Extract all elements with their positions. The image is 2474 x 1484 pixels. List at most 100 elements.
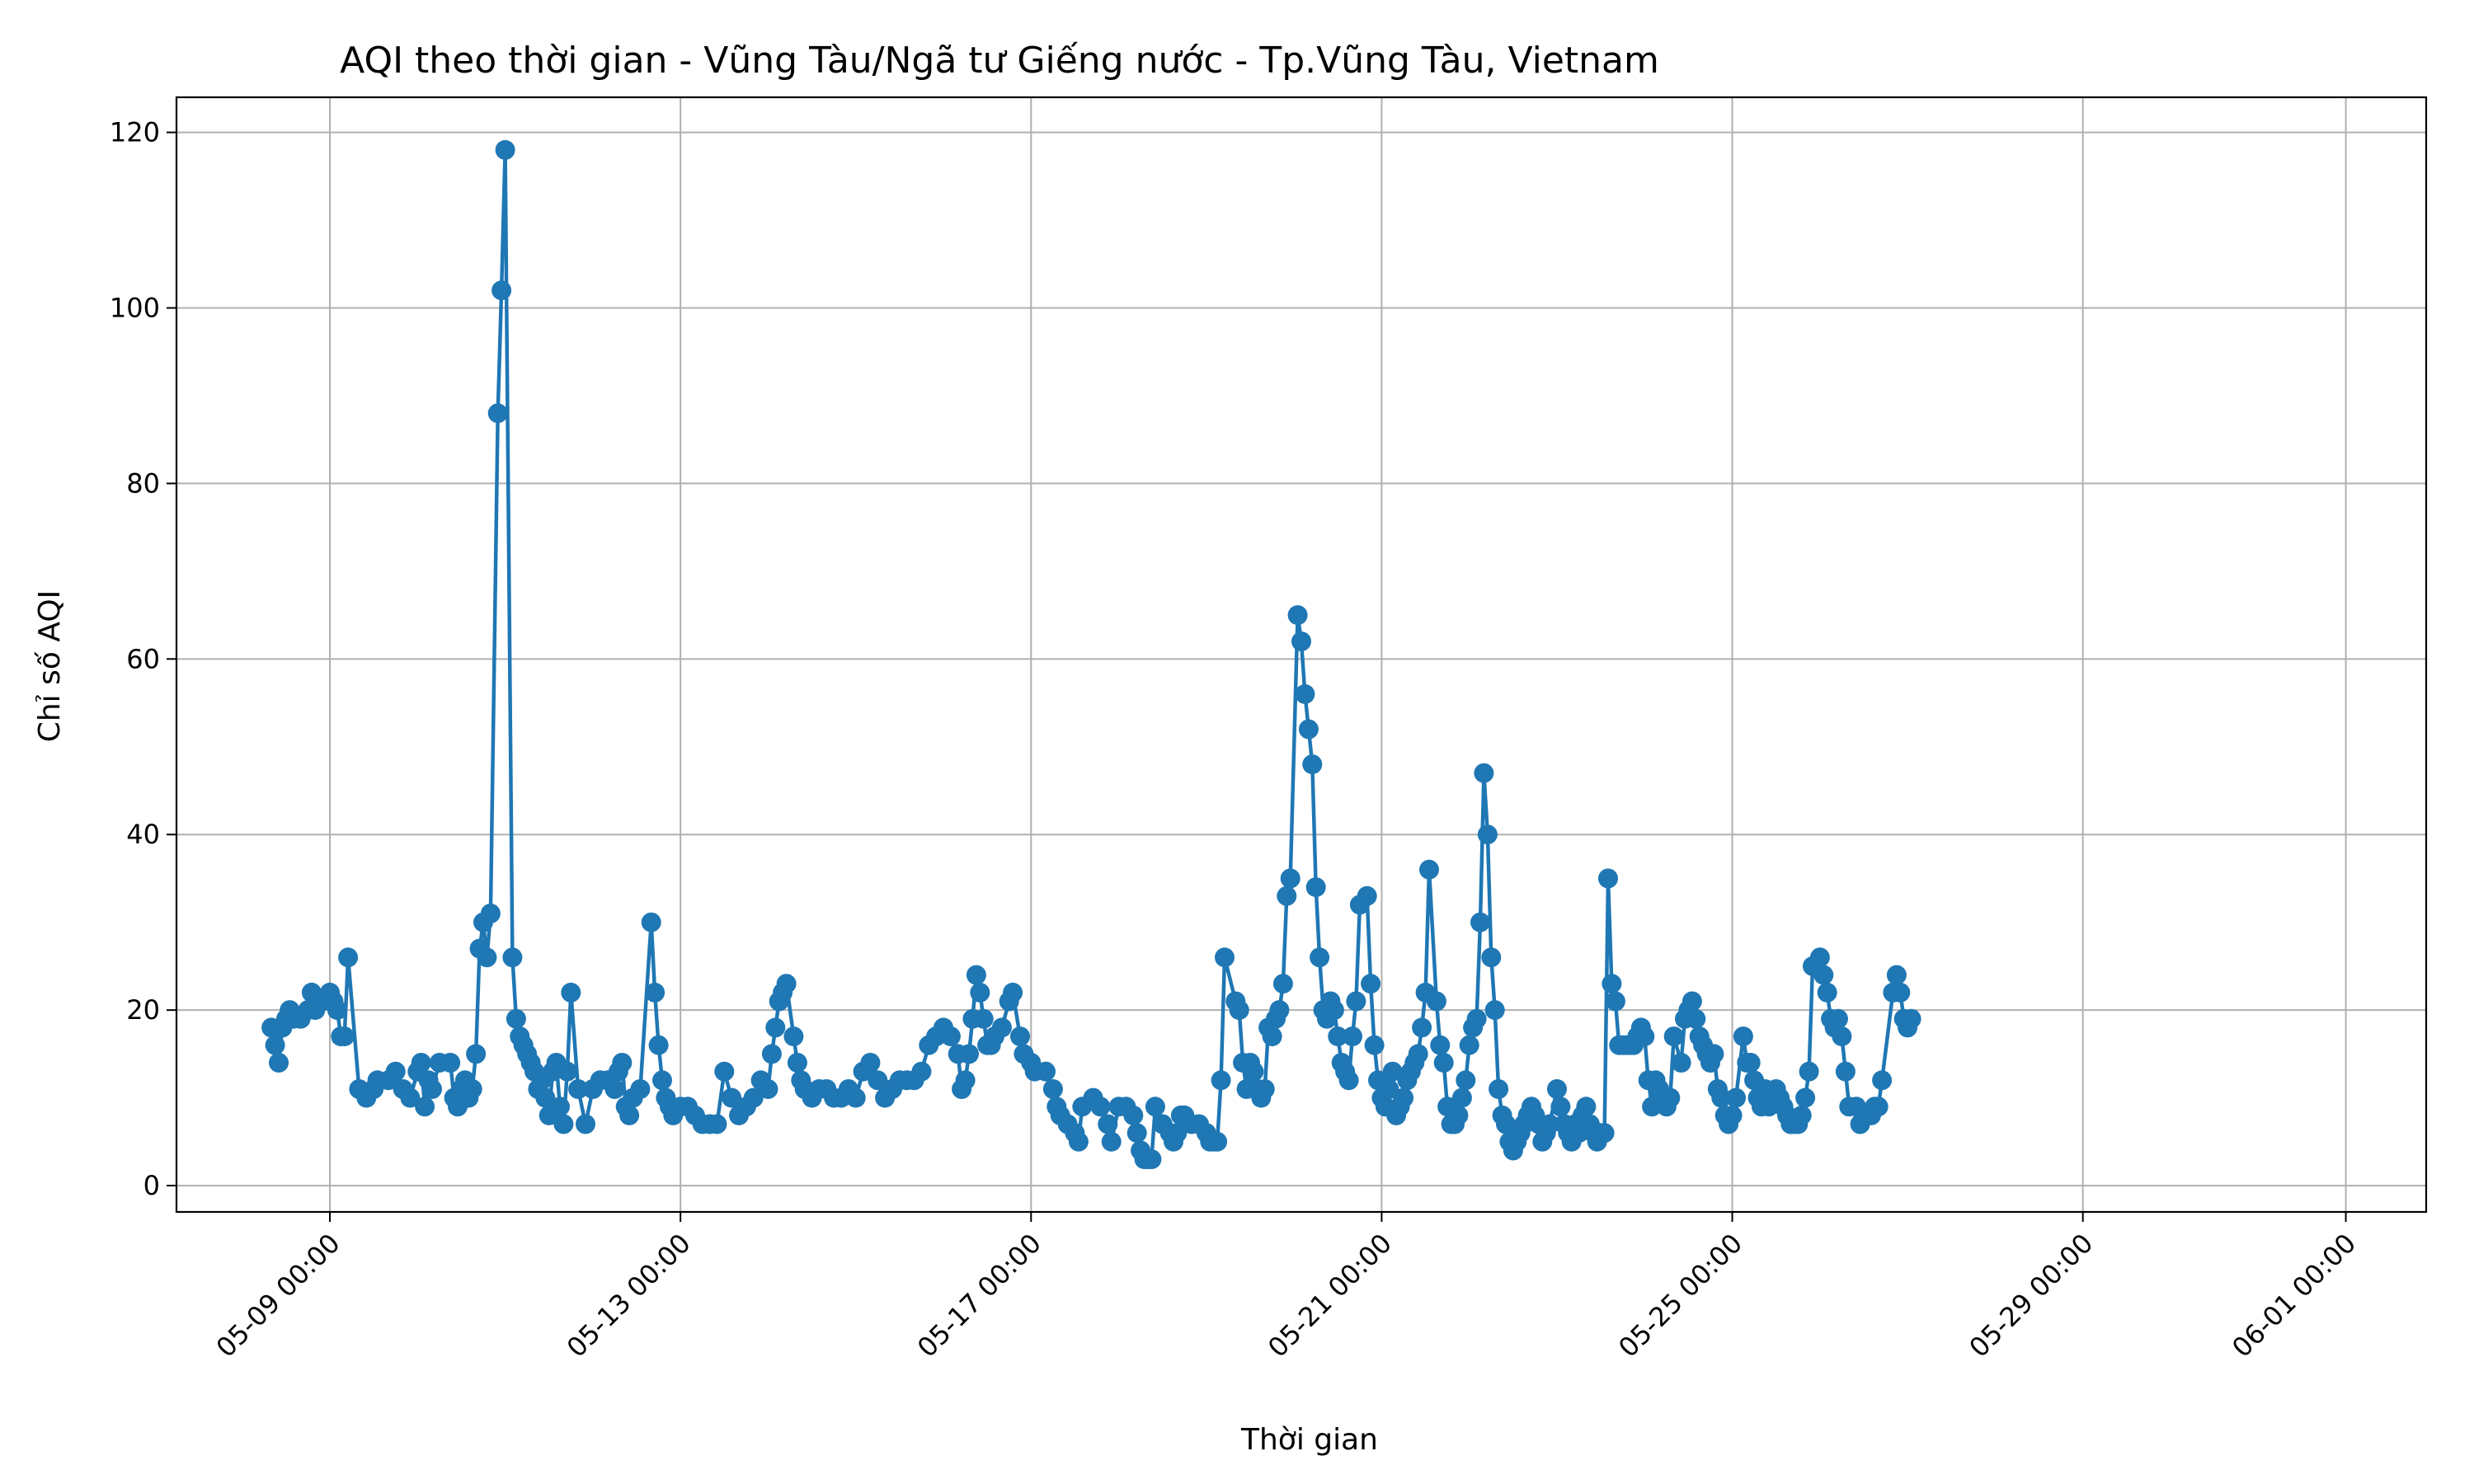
data-point	[1287, 605, 1308, 626]
data-point	[1042, 1079, 1063, 1099]
data-point	[1711, 1087, 1732, 1108]
y-tick-label: 120	[110, 117, 160, 148]
data-point	[1272, 974, 1293, 994]
data-point	[1470, 912, 1490, 932]
series-markers	[261, 139, 1921, 1170]
data-point	[1419, 859, 1439, 880]
data-point	[604, 1079, 625, 1099]
data-point	[269, 1053, 289, 1073]
data-point	[648, 1035, 669, 1055]
data-point	[758, 1079, 778, 1099]
data-point	[1540, 1114, 1560, 1134]
data-point	[1298, 719, 1319, 740]
data-point	[422, 1079, 442, 1099]
data-point	[1036, 1061, 1056, 1082]
data-point	[845, 1087, 866, 1108]
data-point	[970, 982, 990, 1003]
data-point	[1602, 974, 1622, 994]
data-point	[1671, 1053, 1691, 1073]
data-point	[1872, 1070, 1893, 1091]
data-point	[338, 947, 359, 968]
y-tick-label: 40	[126, 819, 160, 850]
data-point	[400, 1087, 421, 1108]
data-point	[1576, 1097, 1597, 1117]
data-point	[568, 1079, 589, 1099]
y-tick-label: 20	[126, 994, 160, 1026]
data-point	[1141, 1149, 1162, 1170]
data-point	[1477, 824, 1498, 845]
data-point	[411, 1053, 431, 1073]
data-point	[1886, 965, 1907, 985]
y-axis-ticks: 0 20 40 60 80 100 120	[110, 117, 176, 1201]
data-point	[641, 912, 661, 932]
data-point	[265, 1035, 285, 1055]
data-point	[1098, 1114, 1118, 1134]
data-point	[480, 904, 501, 923]
data-point	[1686, 1008, 1706, 1029]
data-point	[1211, 1070, 1231, 1091]
data-point	[1357, 885, 1377, 906]
data-point	[1430, 1035, 1451, 1055]
data-point	[1302, 754, 1323, 775]
data-point	[1722, 1105, 1743, 1125]
data-point	[765, 1017, 786, 1038]
data-point	[707, 1114, 727, 1134]
data-point	[327, 1000, 347, 1021]
data-point	[495, 139, 515, 160]
data-point	[1740, 1053, 1761, 1073]
data-point	[911, 1061, 932, 1082]
data-point	[868, 1070, 888, 1091]
data-point	[714, 1061, 735, 1082]
y-tick-label: 60	[126, 643, 160, 674]
data-point	[1704, 1044, 1724, 1064]
data-point	[1068, 1131, 1089, 1152]
data-point	[1382, 1061, 1403, 1082]
data-point	[787, 1053, 807, 1073]
data-point	[1663, 1026, 1684, 1047]
data-point	[1269, 1000, 1290, 1021]
data-point	[1890, 982, 1911, 1003]
data-point	[1244, 1061, 1264, 1082]
data-point	[973, 1008, 994, 1029]
data-point	[860, 1053, 881, 1073]
data-point	[630, 1079, 651, 1099]
data-point	[1813, 965, 1834, 985]
data-point	[991, 1017, 1012, 1038]
data-point	[535, 1087, 556, 1108]
data-point	[561, 982, 581, 1003]
data-point	[1346, 991, 1366, 1012]
data-point	[1090, 1097, 1111, 1117]
data-point	[1660, 1087, 1681, 1108]
data-point	[1433, 1053, 1454, 1073]
data-point	[1809, 947, 1830, 968]
data-point	[1262, 1026, 1282, 1047]
data-point	[557, 1061, 577, 1082]
data-point	[1215, 947, 1235, 968]
data-point	[1343, 1026, 1362, 1047]
data-point	[385, 1061, 406, 1082]
data-point	[1379, 1079, 1399, 1099]
data-point	[652, 1070, 672, 1091]
data-point	[722, 1087, 742, 1108]
data-point	[1868, 1097, 1888, 1117]
chart-title: AQI theo thời gian - Vũng Tàu/Ngã tư Giế…	[340, 40, 1659, 82]
data-point	[1835, 1061, 1856, 1082]
data-point	[940, 1026, 961, 1047]
data-point	[1832, 1026, 1852, 1047]
data-point	[1466, 1008, 1487, 1029]
data-point	[550, 1097, 570, 1117]
data-point	[1229, 1000, 1249, 1021]
data-point	[334, 1026, 355, 1047]
data-point	[1681, 991, 1702, 1012]
data-point	[1254, 1079, 1275, 1099]
data-point	[1207, 1131, 1228, 1152]
data-point	[1123, 1105, 1144, 1125]
data-point	[783, 1026, 804, 1047]
data-point	[1451, 1087, 1472, 1108]
data-point	[1828, 1008, 1848, 1029]
data-point	[1484, 1000, 1505, 1021]
data-point	[1280, 868, 1300, 889]
data-point	[1550, 1097, 1571, 1117]
data-point	[1291, 632, 1311, 651]
